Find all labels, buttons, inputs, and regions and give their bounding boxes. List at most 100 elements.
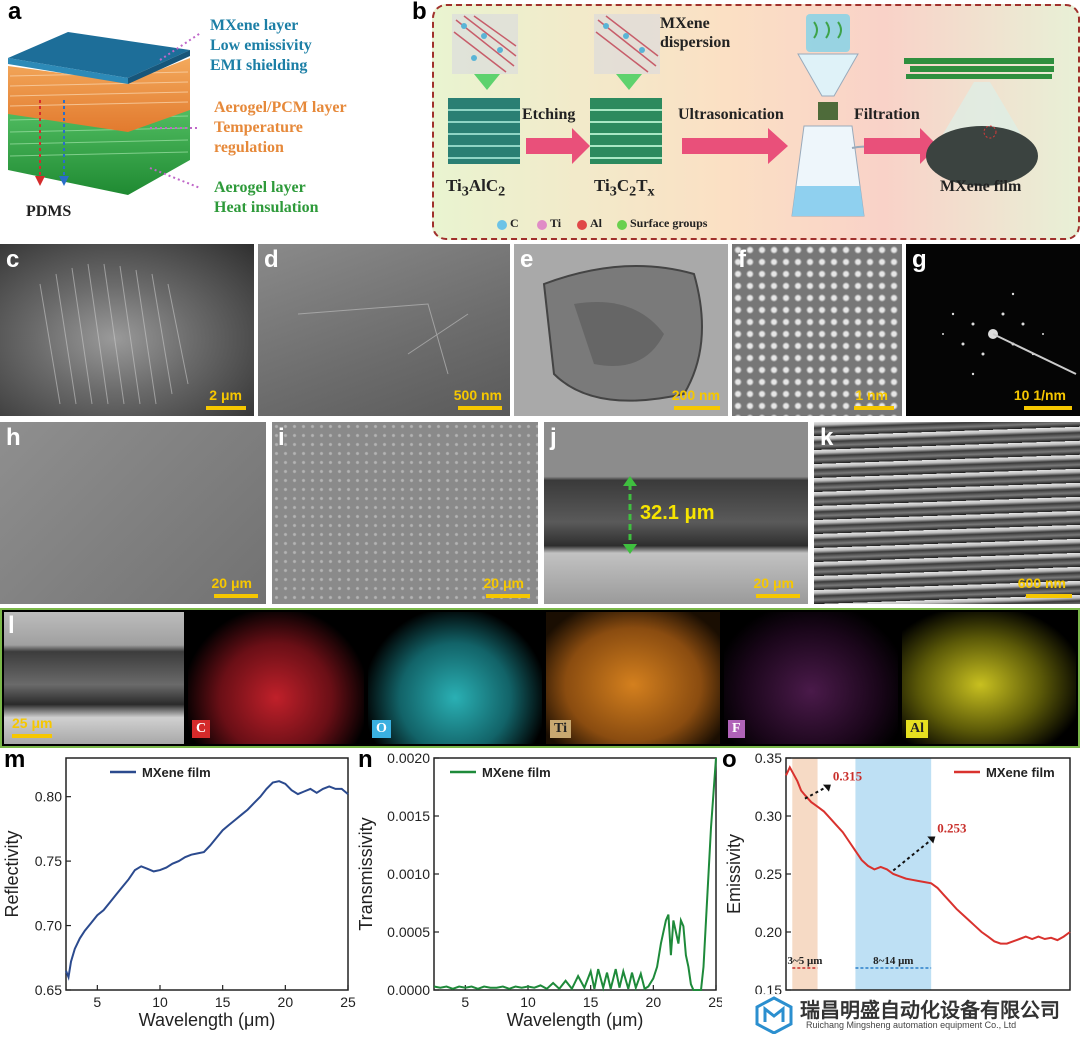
y-axis-label: Emissivity xyxy=(724,834,744,914)
panel-label-j: j xyxy=(550,424,557,451)
eds-sem-image: l 25 μm xyxy=(4,612,184,744)
scale-bar-h xyxy=(214,594,258,598)
scale-text-h: 20 μm xyxy=(211,575,252,591)
band-label-0: 3~5 μm xyxy=(787,955,822,967)
scale-text-l: 25 μm xyxy=(12,715,53,731)
ti3c2tx-f: x xyxy=(647,183,655,200)
element-tag-ti: Ti xyxy=(550,720,571,738)
aerogel-layer-line2: Heat insulation xyxy=(214,199,319,216)
hrtem-image-f: f 1 nm xyxy=(732,244,902,416)
x-tick-label-3: 20 xyxy=(278,994,294,1010)
sem-image-d: d 500 nm xyxy=(258,244,510,416)
filtration-apparatus-icon xyxy=(791,14,883,217)
y-tick-label-2: 0.0010 xyxy=(387,866,430,882)
x-tick-label-4: 25 xyxy=(708,994,722,1010)
flake-edges-texture xyxy=(297,303,469,375)
scale-bar-i xyxy=(486,594,530,598)
mxene-film-icon xyxy=(904,58,1054,186)
eds-mapping-strip: l 25 μm C O Ti F Al xyxy=(0,608,1080,748)
filtration-label: Filtration xyxy=(854,106,920,123)
x-tick-label-2: 15 xyxy=(215,994,231,1010)
scale-bar-l xyxy=(12,734,52,738)
x-tick-label-1: 10 xyxy=(152,994,168,1010)
scale-text-d: 500 nm xyxy=(453,387,502,403)
aerogel-layer-text: Aerogel layer Heat insulation xyxy=(214,178,318,218)
scale-bar-j xyxy=(756,594,800,598)
panel-label-i: i xyxy=(278,424,285,451)
eds-map-ti: Ti xyxy=(546,612,720,744)
band-label-1: 8~14 μm xyxy=(873,955,913,967)
scale-text-g: 10 1/nm xyxy=(1013,387,1066,403)
aerogel-layer-title: Aerogel layer xyxy=(214,179,306,196)
mxene-film-label: MXene film xyxy=(940,178,1022,195)
reflectivity-chart: 0.65 0.70 0.75 0.80 5 10 15 20 25 MXene film Wavel… xyxy=(2,757,356,1030)
filtration-arrow xyxy=(864,128,938,164)
diffraction-spots xyxy=(942,292,1077,376)
ti3c2tx-a: Ti xyxy=(594,176,610,195)
x-tick-label-3: 20 xyxy=(646,994,662,1010)
ti3alc2-label: Ti3AlC2 xyxy=(446,176,505,200)
pcm-layer-line2: Temperature xyxy=(214,119,303,136)
ti3alc2-c: AlC xyxy=(468,176,499,195)
ti3c2tx-e: T xyxy=(636,176,648,195)
panel-label-l: l xyxy=(8,612,15,639)
legend-surface-groups: Surface groups xyxy=(630,216,708,230)
x-tick-label-2: 15 xyxy=(583,994,599,1010)
mxene-layer-shape xyxy=(8,32,190,78)
panel-label-h: h xyxy=(6,424,21,451)
element-tag-c: C xyxy=(192,720,211,738)
scale-bar-g xyxy=(1024,406,1072,410)
annotation-label-0: 0.315 xyxy=(833,769,863,784)
layered-particle-texture xyxy=(39,263,189,405)
panel-label-o: o xyxy=(722,746,737,773)
company-name-cn: 瑞昌明盛自动化设备有限公司 xyxy=(800,998,1060,1022)
panel-label-n: n xyxy=(358,746,373,773)
element-tag-o: O xyxy=(372,720,391,738)
element-tag-al: Al xyxy=(906,720,928,738)
y-tick-label-4: 0.35 xyxy=(755,750,782,766)
annotation-label-1: 0.253 xyxy=(937,821,967,836)
legend-label-0: MXene film xyxy=(986,765,1055,780)
mxene-dispersion-label: MXene dispersion xyxy=(660,14,730,52)
legend-al: Al xyxy=(590,216,602,230)
panel-label-d: d xyxy=(264,246,279,273)
mxene-layer-text: MXene layer Low emissivity EMI shielding xyxy=(210,16,312,76)
pcm-layer-text: Aerogel/PCM layer Temperature regulation xyxy=(214,98,347,158)
ti3c2tx-d: 2 xyxy=(629,183,637,200)
x-tick-label-0: 5 xyxy=(461,994,469,1010)
panel-label-f: f xyxy=(738,246,746,273)
panel-label-c: c xyxy=(6,246,20,273)
x-tick-label-1: 10 xyxy=(520,994,536,1010)
eds-map-c: C xyxy=(188,612,364,744)
series-line-0 xyxy=(785,765,1071,945)
mxene-dispersion-line2: dispersion xyxy=(660,34,731,51)
transmissivity-chart: 0.0000 0.0005 0.0010 0.0015 0.0020 5 10 15 20 25 M… xyxy=(356,750,722,1030)
ti3alc2-crystal-icon xyxy=(448,14,520,164)
scale-text-f: 1 nm xyxy=(855,387,888,403)
scale-text-e: 200 nm xyxy=(671,387,720,403)
flake-texture xyxy=(542,265,703,402)
annotation-arrowhead-1 xyxy=(927,836,936,844)
series-line-0 xyxy=(433,757,717,992)
y-tick-label-3: 0.30 xyxy=(755,808,782,824)
scale-bar-k xyxy=(1026,594,1072,598)
legend-label-0: MXene film xyxy=(142,765,211,780)
tem-image-e: e 200 nm xyxy=(514,244,728,416)
pcm-layer-title: Aerogel/PCM layer xyxy=(214,99,347,116)
panel-label-e: e xyxy=(520,246,534,273)
y-tick-label-1: 0.20 xyxy=(755,924,782,940)
scale-bar-c xyxy=(206,406,246,410)
mxene-layer-line3: EMI shielding xyxy=(210,57,308,74)
y-axis-label: Reflectivity xyxy=(2,830,22,917)
y-axis-label: Transmissivity xyxy=(356,817,376,930)
pdms-label: PDMS xyxy=(26,203,72,220)
company-logo-icon xyxy=(755,996,793,1034)
y-tick-label-1: 0.70 xyxy=(35,918,62,934)
eds-map-al: Al xyxy=(902,612,1076,744)
y-tick-label-0: 0.65 xyxy=(35,982,62,998)
thickness-label: 32.1 μm xyxy=(640,502,715,524)
x-axis-label: Wavelength (μm) xyxy=(139,1010,276,1030)
ti3c2tx-crystal-icon xyxy=(590,14,662,164)
thickness-arrow xyxy=(623,476,637,554)
